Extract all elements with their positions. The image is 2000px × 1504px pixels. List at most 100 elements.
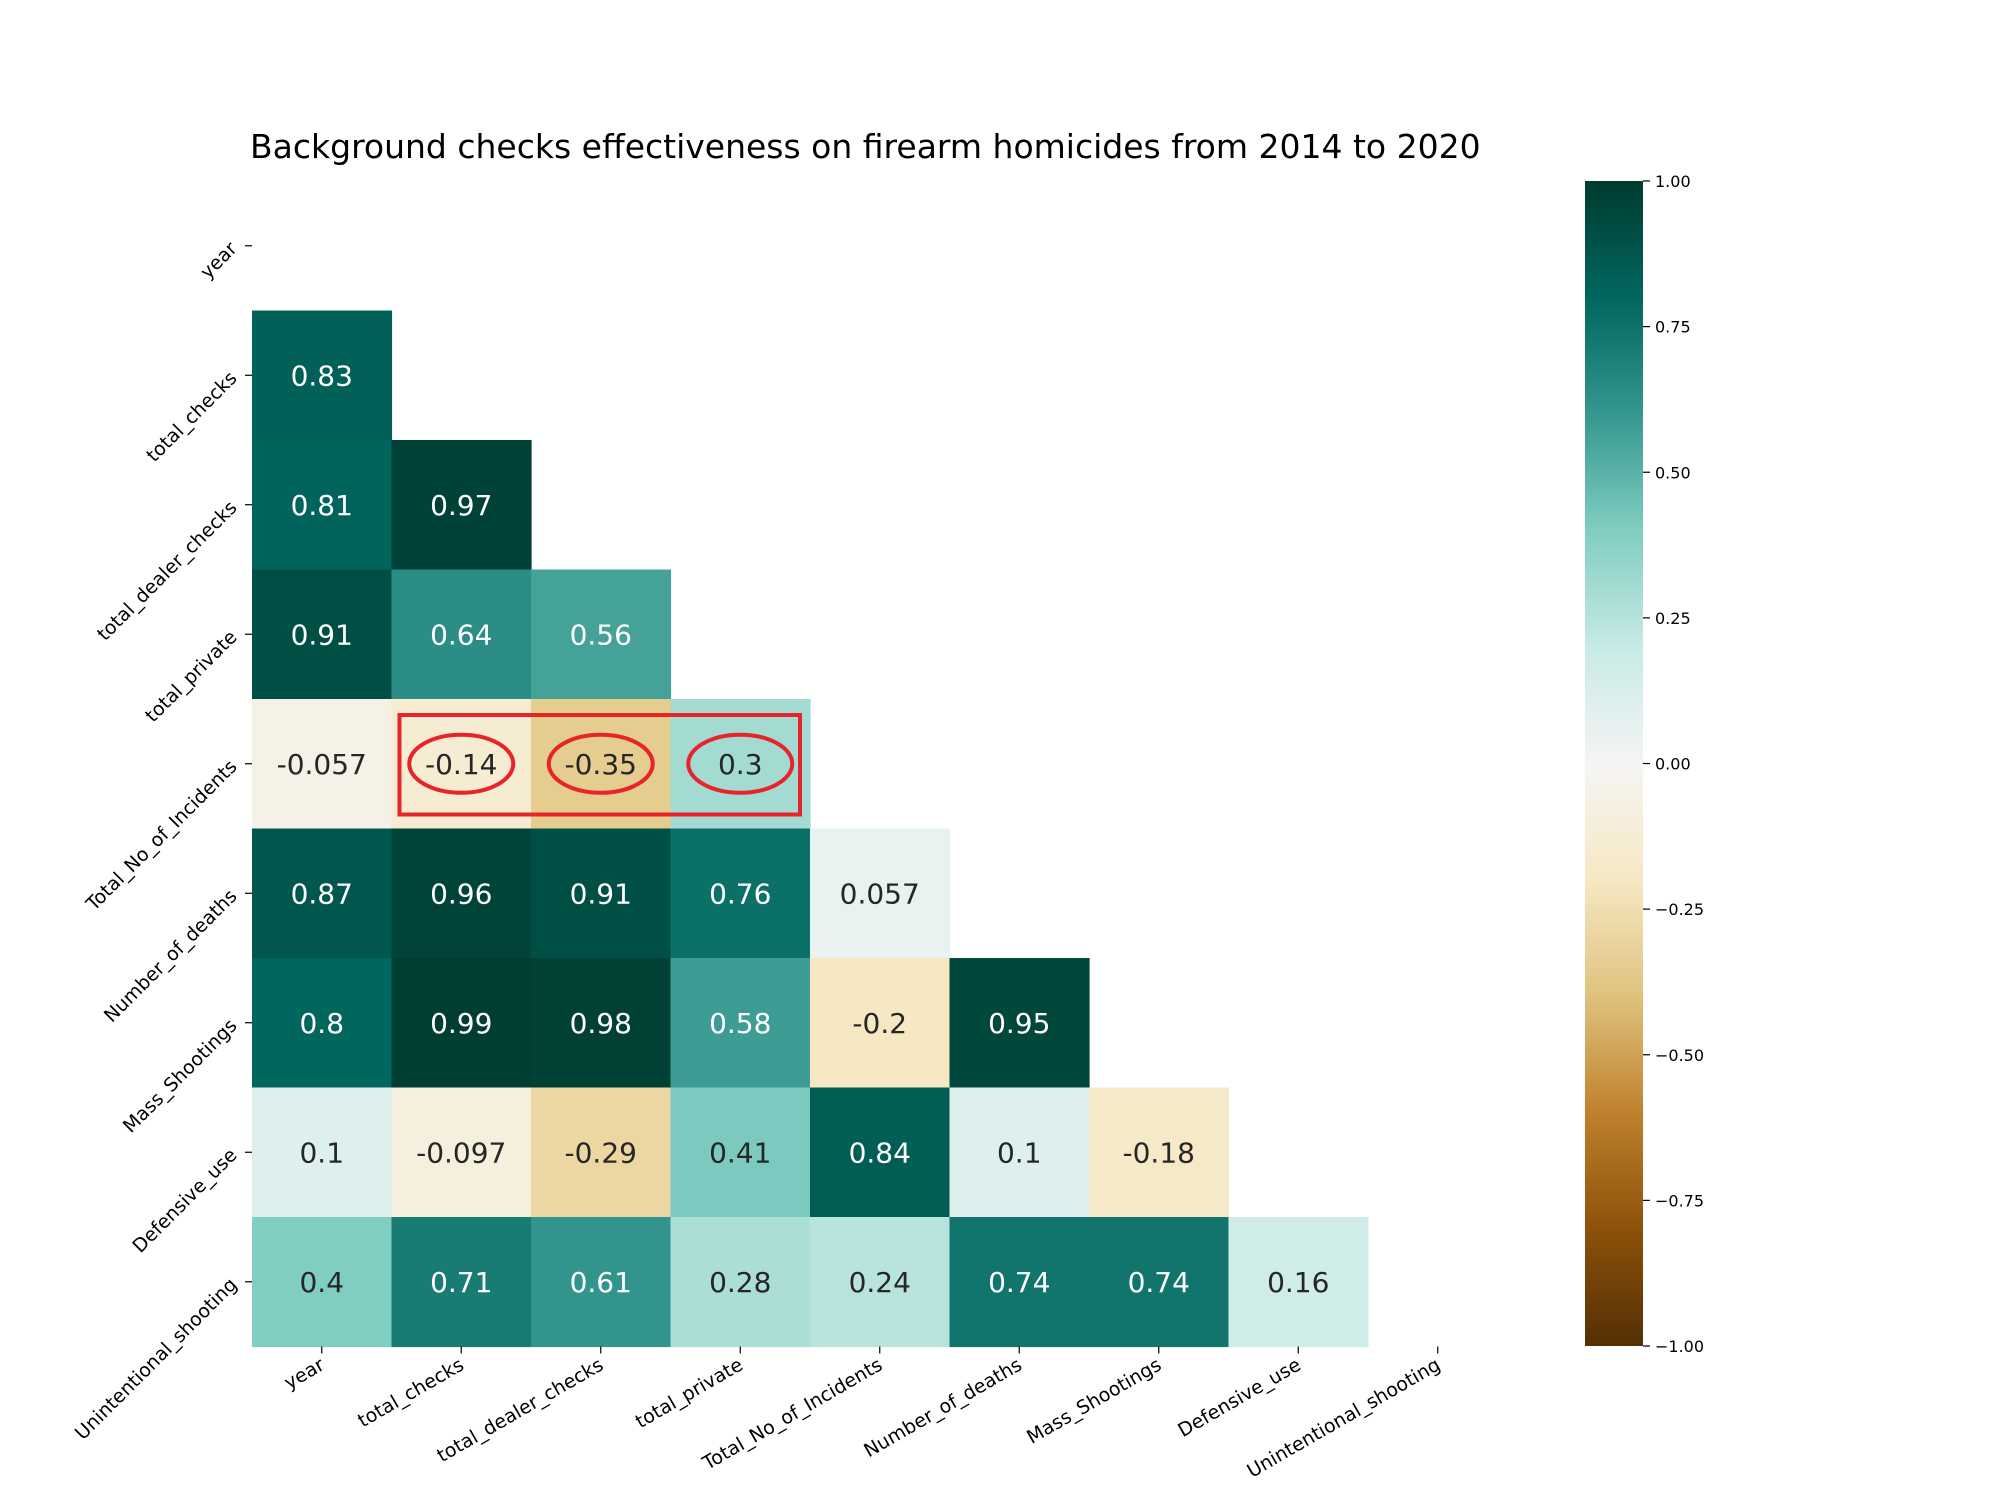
y-tick-label: Mass_Shootings bbox=[119, 1015, 242, 1138]
colorbar-tick-label: 0.00 bbox=[1655, 755, 1691, 774]
cell-value-label: 0.97 bbox=[430, 489, 492, 522]
heatmap-cell-Unintentional_shooting-Mass_Shootings bbox=[1089, 1217, 1230, 1348]
heatmap-cell-Number_of_deaths-year bbox=[252, 828, 393, 959]
colorbar: 1.00 0.75 0.50 0.25 0.00 −0.25 −0.50 −0.75 −1.00 bbox=[1585, 172, 1704, 1356]
cell-value-label: 0.87 bbox=[291, 877, 353, 910]
x-tick-label: total_checks bbox=[354, 1354, 468, 1432]
colorbar-tick-label: −0.25 bbox=[1655, 900, 1704, 919]
colorbar-tick-label: 0.25 bbox=[1655, 609, 1691, 628]
heatmap-cell-Mass_Shootings-year bbox=[252, 958, 393, 1089]
colorbar-tick-label: 0.50 bbox=[1655, 463, 1691, 482]
heatmap-cell-Mass_Shootings-total_dealer_checks bbox=[531, 958, 672, 1089]
cell-value-labels: 0.83 0.81 0.97 0.91 0.64 0.56 -0.057 -0.14 -0.35… bbox=[277, 359, 1330, 1299]
cell-value-label: 0.74 bbox=[988, 1266, 1050, 1299]
cell-value-label: -0.35 bbox=[565, 748, 637, 781]
y-tick-label: Defensive_use bbox=[128, 1144, 241, 1257]
x-tick-label: Defensive_use bbox=[1174, 1354, 1304, 1442]
highlight-circle bbox=[686, 732, 795, 795]
y-tick-label: year bbox=[196, 238, 242, 284]
heatmap-cell-Defensive_use-year bbox=[252, 1087, 393, 1218]
colorbar-tick-label: −0.50 bbox=[1655, 1046, 1704, 1065]
heatmap-cell-Mass_Shootings-Total_No_of_Incidents bbox=[810, 958, 951, 1089]
cell-value-label: 0.91 bbox=[291, 618, 353, 651]
cell-value-label: 0.71 bbox=[430, 1266, 492, 1299]
colorbar-tick-label: −0.75 bbox=[1655, 1191, 1704, 1210]
cell-value-label: 0.58 bbox=[709, 1007, 771, 1040]
chart-title: Background checks effectiveness on firea… bbox=[250, 127, 1481, 166]
y-tick-label: total_checks bbox=[142, 367, 241, 466]
heatmap-cell-total_private-year bbox=[252, 569, 393, 700]
y-tick-label: total_dealer_checks bbox=[93, 497, 242, 646]
cell-value-label: 0.8 bbox=[299, 1007, 344, 1040]
cell-value-label: 0.83 bbox=[291, 359, 353, 392]
x-tick-label: total_private bbox=[632, 1354, 747, 1433]
heatmap-cell-total_dealer_checks-year bbox=[252, 440, 393, 571]
cell-value-label: 0.3 bbox=[718, 748, 763, 781]
cell-value-label: 0.96 bbox=[430, 877, 492, 910]
y-tick-label: total_private bbox=[141, 626, 241, 726]
highlight-circle bbox=[546, 732, 655, 795]
heatmap-cell-Unintentional_shooting-total_checks bbox=[391, 1217, 532, 1348]
cell-value-label: 0.91 bbox=[570, 877, 632, 910]
heatmap-cell-Number_of_deaths-total_dealer_checks bbox=[531, 828, 672, 959]
cell-value-label: -0.2 bbox=[852, 1007, 907, 1040]
cell-value-label: 0.28 bbox=[709, 1266, 771, 1299]
cell-value-label: 0.1 bbox=[997, 1136, 1042, 1169]
heatmap-cell-Defensive_use-total_private bbox=[670, 1087, 811, 1218]
colorbar-tick-label: −1.00 bbox=[1655, 1337, 1704, 1356]
cell-value-label: -0.057 bbox=[277, 748, 367, 781]
heatmap-cell-Defensive_use-Total_No_of_Incidents bbox=[810, 1087, 951, 1218]
cell-value-label: 0.16 bbox=[1267, 1266, 1329, 1299]
colorbar-tick-label: 0.75 bbox=[1655, 318, 1691, 337]
cell-value-label: -0.14 bbox=[425, 748, 497, 781]
heatmap-cell-Unintentional_shooting-Defensive_use bbox=[1228, 1217, 1369, 1348]
heatmap-cell-Number_of_deaths-total_checks bbox=[391, 828, 532, 959]
colorbar-tick-label: 1.00 bbox=[1655, 172, 1691, 191]
heatmap-cell-total_dealer_checks-total_checks bbox=[391, 440, 532, 571]
x-tick-label: Mass_Shootings bbox=[1023, 1354, 1165, 1449]
heatmap-cell-Unintentional_shooting-year bbox=[252, 1217, 393, 1348]
y-axis: year total_checks total_dealer_checkstotal… bbox=[71, 238, 252, 1444]
cell-value-label: 0.057 bbox=[840, 877, 920, 910]
heatmap-cell-Defensive_use-total_checks bbox=[391, 1087, 532, 1218]
cell-value-label: 0.1 bbox=[299, 1136, 344, 1169]
heatmap-cell-Total_No_of_Incidents-year bbox=[252, 699, 393, 830]
heatmap-cell-Unintentional_shooting-total_private bbox=[670, 1217, 811, 1348]
cell-value-label: 0.74 bbox=[1128, 1266, 1190, 1299]
cell-value-label: 0.81 bbox=[291, 489, 353, 522]
colorbar-gradient bbox=[1585, 181, 1643, 1346]
heatmap-cell-Total_No_of_Incidents-total_checks bbox=[391, 699, 532, 830]
heatmap-cell-Mass_Shootings-total_checks bbox=[391, 958, 532, 1089]
heatmap-cell-Defensive_use-total_dealer_checks bbox=[531, 1087, 672, 1218]
heatmap-cell-total_private-total_dealer_checks bbox=[531, 569, 672, 700]
heatmap-cell-Unintentional_shooting-Total_No_of_Incidents bbox=[810, 1217, 951, 1348]
x-tick-label: year bbox=[281, 1354, 329, 1394]
heatmap-cell-Unintentional_shooting-total_dealer_checks bbox=[531, 1217, 672, 1348]
cell-value-label: 0.56 bbox=[570, 618, 632, 651]
highlight-rectangle bbox=[397, 713, 802, 817]
cell-value-label: 0.41 bbox=[709, 1136, 771, 1169]
heatmap-cells bbox=[252, 310, 1369, 1348]
heatmap-cell-Total_No_of_Incidents-total_private bbox=[670, 699, 811, 830]
heatmap-cell-total_private-total_checks bbox=[391, 569, 532, 700]
cell-value-label: 0.99 bbox=[430, 1007, 492, 1040]
x-tick-label: Number_of_deaths bbox=[860, 1354, 1026, 1462]
heatmap-cell-Defensive_use-Number_of_deaths bbox=[949, 1087, 1090, 1218]
cell-value-label: 0.76 bbox=[709, 877, 771, 910]
highlight-annotations bbox=[397, 713, 802, 817]
cell-value-label: -0.29 bbox=[565, 1136, 637, 1169]
heatmap-cell-Mass_Shootings-Number_of_deaths bbox=[949, 958, 1090, 1089]
heatmap-cell-Number_of_deaths-total_private bbox=[670, 828, 811, 959]
heatmap-cell-total_checks-year bbox=[252, 310, 393, 441]
y-tick-label: Total_No_of_Incidents bbox=[81, 756, 241, 916]
y-tick-label: Number_of_deaths bbox=[100, 885, 242, 1027]
cell-value-label: 0.64 bbox=[430, 618, 492, 651]
cell-value-label: 0.24 bbox=[849, 1266, 911, 1299]
cell-value-label: 0.95 bbox=[988, 1007, 1050, 1040]
cell-value-label: 0.4 bbox=[299, 1266, 344, 1299]
cell-value-label: 0.98 bbox=[570, 1007, 632, 1040]
heatmap-cell-Unintentional_shooting-Number_of_deaths bbox=[949, 1217, 1090, 1348]
